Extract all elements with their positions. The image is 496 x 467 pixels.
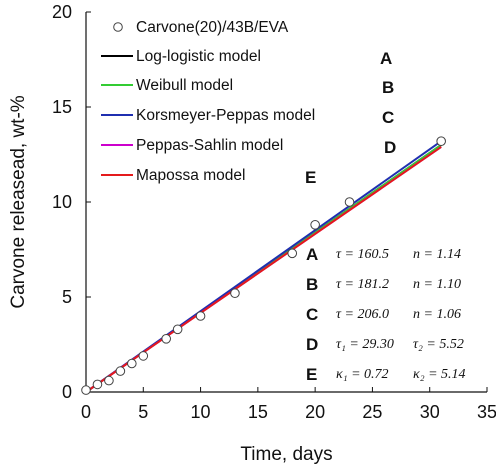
x-tick-label: 15	[248, 402, 268, 422]
annotation-param-1: κ₁ = 0.72	[336, 367, 389, 382]
legend-label: Korsmeyer-Peppas model	[136, 107, 315, 124]
legend-letter: C	[382, 108, 394, 127]
legend-letter: D	[384, 138, 396, 157]
x-tick-label: 25	[362, 402, 382, 422]
x-tick-label: 30	[420, 402, 440, 422]
y-tick-label: 5	[62, 287, 72, 307]
data-point	[127, 358, 137, 369]
x-tick-label: 20	[305, 402, 325, 422]
data-point	[344, 197, 355, 207]
data-point	[115, 366, 126, 376]
annotation-param-1: τ₁ = 29.30	[336, 337, 394, 352]
y-tick-label: 10	[52, 192, 72, 212]
x-tick-label: 5	[138, 402, 148, 422]
data-point	[230, 288, 240, 299]
annotation-letter: C	[306, 305, 318, 324]
annotation-letter: A	[306, 245, 318, 264]
y-tick-label: 20	[52, 2, 72, 22]
data-point	[310, 220, 320, 230]
annotation-param-2: n = 1.10	[413, 277, 461, 292]
data-point	[104, 375, 114, 386]
x-axis-label: Time, days	[240, 444, 332, 465]
annotation-letter: E	[306, 365, 317, 384]
data-points	[81, 136, 446, 395]
annotation-param-1: τ = 181.2	[336, 277, 389, 292]
y-tick-label: 0	[62, 382, 72, 402]
data-point	[161, 334, 171, 344]
x-tick-label: 35	[477, 402, 496, 422]
data-point	[172, 324, 183, 335]
annotation-letter: B	[306, 275, 318, 294]
annotation-param-2: κ₂ = 5.14	[413, 367, 466, 382]
y-axis-label: Carvone releasead, wt-%	[8, 95, 29, 308]
legend-letter: E	[305, 168, 316, 187]
legend: Carvone(20)/43B/EVA Log-logistic model A We…	[101, 19, 396, 187]
annotation-param-1: τ = 160.5	[336, 247, 389, 262]
annotation-param-2: n = 1.06	[413, 307, 461, 322]
legend-label: Peppas-Sahlin model	[136, 137, 283, 154]
legend-marker	[113, 22, 123, 32]
axes: 0 5 10 15 20 25 30 35 0 5 10 15 20	[52, 2, 496, 422]
legend-label: Mapossa model	[136, 167, 245, 184]
data-point	[287, 248, 298, 259]
data-point	[81, 385, 91, 395]
legend-label: Weibull model	[136, 77, 233, 94]
legend-letter: B	[382, 78, 394, 97]
data-point	[138, 351, 149, 361]
x-tick-label: 10	[191, 402, 211, 422]
legend-label: Log-logistic model	[136, 48, 261, 65]
data-point	[195, 311, 206, 321]
annotation-letter: D	[306, 335, 318, 354]
annotation-param-2: τ₂ = 5.52	[413, 337, 464, 352]
model-lines	[85, 140, 442, 393]
data-point	[436, 136, 446, 146]
legend-label: Carvone(20)/43B/EVA	[136, 19, 289, 36]
data-point	[92, 379, 103, 390]
model-line	[85, 146, 442, 393]
y-tick-label: 15	[52, 97, 72, 117]
x-tick-label: 0	[81, 402, 91, 422]
annotation-param-2: n = 1.14	[413, 247, 461, 262]
annotation-param-1: τ = 206.0	[336, 307, 389, 322]
legend-letter: A	[380, 49, 392, 68]
